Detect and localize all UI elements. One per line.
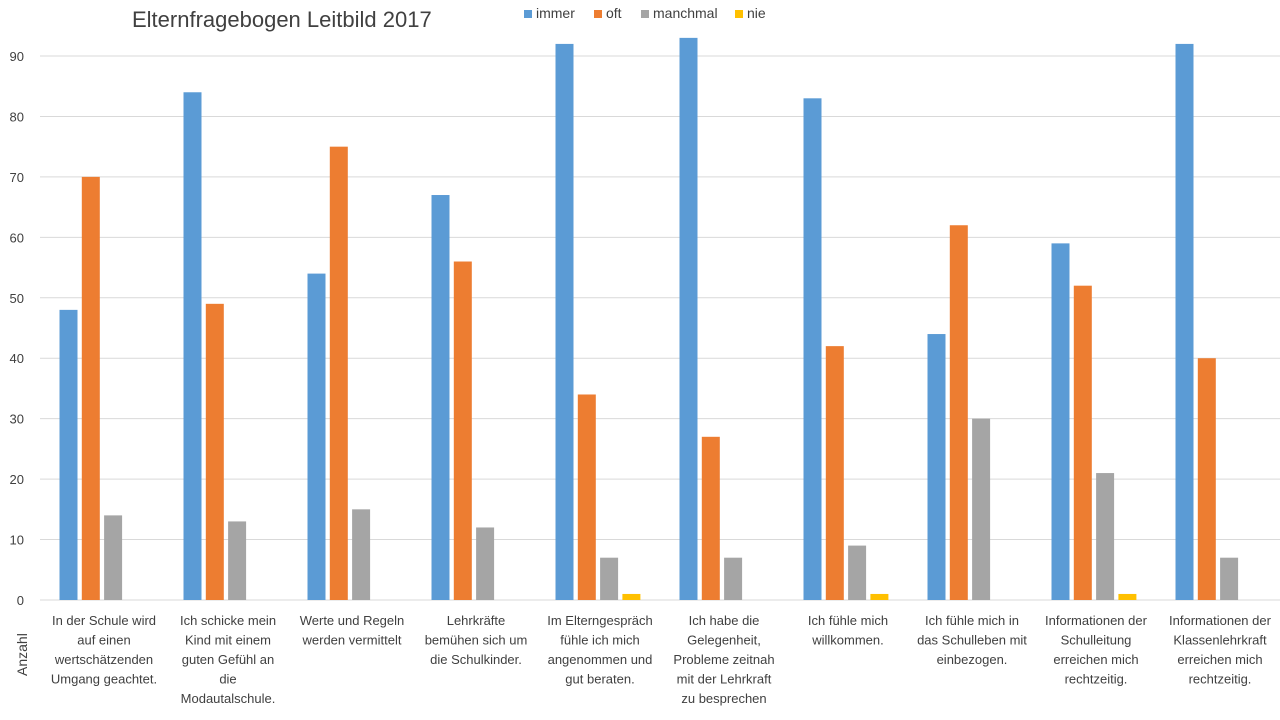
category-label-6: Ich habe die Gelegenheit, Probleme zeitnah… xyxy=(673,613,774,706)
bar-manchmal-9 xyxy=(1096,473,1115,600)
bar-manchmal-4 xyxy=(476,527,495,600)
bar-manchmal-7 xyxy=(848,545,867,600)
legend-swatch-nie xyxy=(735,10,743,18)
y-tick-label: 60 xyxy=(10,230,24,245)
legend-label-manchmal: manchmal xyxy=(653,5,718,21)
bar-immer-6 xyxy=(679,37,698,601)
bar-immer-1 xyxy=(59,309,78,600)
legend-label-oft: oft xyxy=(606,5,622,21)
y-tick-label: 90 xyxy=(10,49,24,64)
bar-nie-5 xyxy=(622,593,641,600)
category-label-10: Informationen der Klassenlehrkraft erreich… xyxy=(1169,613,1272,687)
bar-manchmal-1 xyxy=(104,515,123,600)
bar-oft-1 xyxy=(81,176,100,600)
category-label-9: Informationen der Schulleitung erreichen m… xyxy=(1045,613,1148,687)
y-axis-ticks: 0 10 20 30 40 50 60 70 80 90 xyxy=(10,49,24,608)
bar-manchmal-3 xyxy=(352,509,371,600)
chart-title: Elternfragebogen Leitbild 2017 xyxy=(132,7,432,32)
y-tick-label: 80 xyxy=(10,109,24,124)
bar-manchmal-5 xyxy=(600,557,619,600)
y-tick-label: 70 xyxy=(10,170,24,185)
bar-manchmal-8 xyxy=(972,418,991,600)
bar-immer-10 xyxy=(1175,43,1194,600)
bar-immer-3 xyxy=(307,273,326,600)
y-tick-label: 10 xyxy=(10,533,24,548)
bars xyxy=(59,37,1239,601)
bar-manchmal-2 xyxy=(228,521,247,600)
legend-label-nie: nie xyxy=(747,5,766,21)
gridlines xyxy=(40,55,1280,601)
category-label-2: Ich schicke mein Kind mit einem guten Gefü… xyxy=(180,613,276,706)
bar-oft-3 xyxy=(329,146,348,600)
category-label-1: In der Schule wird auf einen wertschätzend… xyxy=(51,613,157,687)
legend-swatch-immer xyxy=(524,10,532,18)
bar-oft-10 xyxy=(1197,358,1216,600)
bar-oft-5 xyxy=(577,394,596,600)
bar-oft-9 xyxy=(1073,285,1092,600)
y-tick-label: 50 xyxy=(10,291,24,306)
category-label-5: Im Elterngespräch fühle ich mich angenomme… xyxy=(547,613,653,687)
bar-oft-8 xyxy=(949,225,968,600)
bar-oft-7 xyxy=(825,346,844,600)
bar-manchmal-10 xyxy=(1220,557,1239,600)
category-label-7: Ich fühle mich willkommen. xyxy=(808,613,888,648)
bar-oft-2 xyxy=(205,303,224,600)
bar-immer-7 xyxy=(803,98,822,601)
y-tick-label: 40 xyxy=(10,351,24,366)
legend-swatch-oft xyxy=(594,10,602,18)
y-axis-label: Anzahl xyxy=(14,633,30,676)
legend: immer oft manchmal nie xyxy=(524,5,766,21)
y-tick-label: 20 xyxy=(10,472,24,487)
bar-immer-9 xyxy=(1051,243,1070,600)
bar-immer-5 xyxy=(555,43,574,600)
legend-label-immer: immer xyxy=(536,5,575,21)
bar-nie-9 xyxy=(1118,593,1137,600)
category-label-3: Werte und Regeln werden vermittelt xyxy=(300,613,405,648)
bar-oft-6 xyxy=(701,436,720,600)
category-label-8: Ich fühle mich in das Schulleben mit einbe… xyxy=(917,613,1027,667)
category-label-4: Lehrkräfte bemühen sich um die Schulkinder… xyxy=(425,613,528,667)
bar-immer-2 xyxy=(183,92,202,601)
bar-oft-4 xyxy=(453,261,472,600)
category-labels: In der Schule wird auf einen wertschätzend… xyxy=(51,613,1272,706)
y-tick-label: 30 xyxy=(10,412,24,427)
bar-immer-4 xyxy=(431,195,450,600)
bar-immer-8 xyxy=(927,334,946,600)
legend-swatch-manchmal xyxy=(641,10,649,18)
bar-manchmal-6 xyxy=(724,557,743,600)
bar-nie-7 xyxy=(870,593,889,600)
y-tick-label: 0 xyxy=(17,593,24,608)
